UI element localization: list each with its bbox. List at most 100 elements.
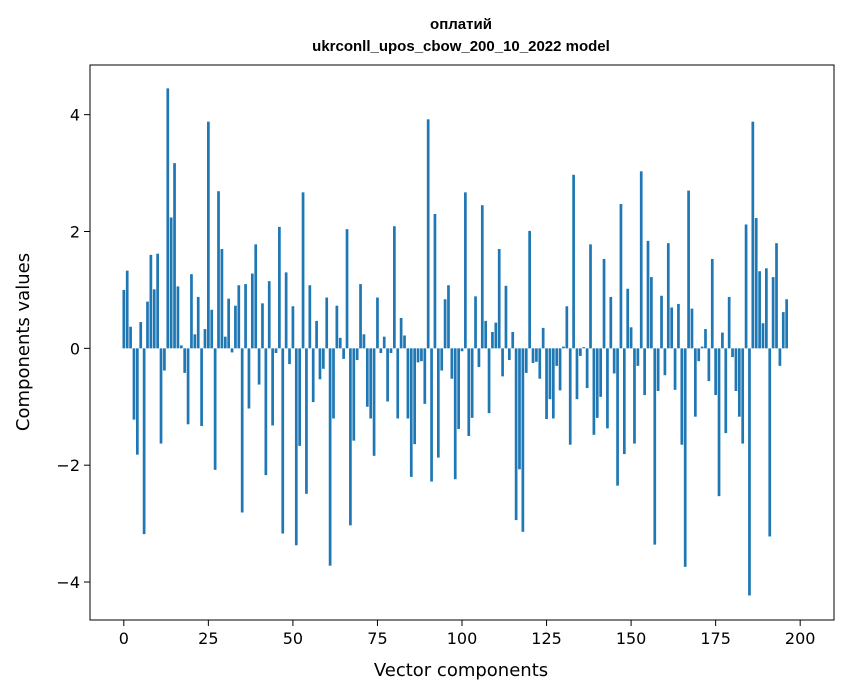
bar-90 <box>426 119 430 349</box>
bar-68 <box>352 348 356 441</box>
bar-126 <box>548 348 552 400</box>
bar-62 <box>332 348 335 419</box>
bar-0 <box>122 289 126 349</box>
bar-109 <box>491 331 494 349</box>
bar-103 <box>470 348 474 418</box>
bar-61 <box>328 348 332 566</box>
bar-105 <box>477 348 481 368</box>
bar-35 <box>240 348 244 513</box>
bar-149 <box>626 288 630 349</box>
bar-169 <box>693 348 697 417</box>
bar-60 <box>325 297 329 349</box>
bar-34 <box>237 285 241 349</box>
bar-12 <box>163 348 166 371</box>
bar-136 <box>582 347 586 349</box>
y-tick-label: −2 <box>56 456 80 475</box>
bar-85 <box>409 348 413 477</box>
bar-72 <box>365 348 369 407</box>
bar-184 <box>744 224 748 349</box>
bar-193 <box>775 243 778 349</box>
bar-163 <box>673 348 677 390</box>
plot-frame <box>89 64 835 621</box>
bar-157 <box>653 348 657 545</box>
bar-147 <box>619 204 623 349</box>
bar-95 <box>443 299 447 349</box>
bar-171 <box>700 346 704 349</box>
bar-144 <box>609 296 613 349</box>
bar-111 <box>497 249 501 349</box>
bar-8 <box>149 254 153 349</box>
bar-129 <box>558 348 562 391</box>
bar-71 <box>362 334 366 349</box>
bar-13 <box>166 88 170 349</box>
chart-title: оплатий <box>430 16 492 33</box>
bar-65 <box>342 348 345 359</box>
bar-123 <box>538 348 542 379</box>
bar-16 <box>176 286 180 349</box>
x-tick-label: 200 <box>785 629 816 648</box>
bar-56 <box>311 348 315 403</box>
x-axis-ticks: 0 25 50 75 100 125 150 175 200 <box>119 620 816 648</box>
bar-93 <box>436 348 440 458</box>
bar-119 <box>524 348 528 373</box>
bar-122 <box>535 348 538 362</box>
x-tick-label: 125 <box>531 629 562 648</box>
bar-5 <box>139 322 143 349</box>
bar-155 <box>646 240 650 349</box>
bar-180 <box>731 348 734 358</box>
bar-20 <box>190 274 193 349</box>
bar-49 <box>288 348 291 365</box>
bar-78 <box>386 348 389 402</box>
bar-153 <box>639 171 643 349</box>
bar-188 <box>758 271 761 349</box>
bar-138 <box>589 244 592 349</box>
y-tick-label: 0 <box>70 339 80 358</box>
bar-131 <box>565 306 569 349</box>
bar-154 <box>643 348 646 396</box>
bar-112 <box>501 348 504 377</box>
x-tick-label: 75 <box>367 629 387 648</box>
bar-66 <box>345 229 349 349</box>
bar-192 <box>771 277 775 349</box>
bar-52 <box>298 348 302 446</box>
bar-174 <box>710 258 714 349</box>
bar-54 <box>305 348 308 494</box>
bar-142 <box>602 258 606 349</box>
bar-82 <box>399 317 403 349</box>
bar-53 <box>301 192 305 349</box>
bar-86 <box>413 348 417 445</box>
bar-11 <box>159 348 163 444</box>
bar-37 <box>247 348 251 409</box>
bar-176 <box>717 348 721 497</box>
y-axis-label: Components values <box>13 253 34 431</box>
bar-110 <box>494 322 498 349</box>
bar-79 <box>389 348 393 354</box>
bar-21 <box>193 334 197 349</box>
bar-4 <box>135 348 139 455</box>
bar-151 <box>633 348 636 444</box>
bar-18 <box>183 348 187 373</box>
bar-172 <box>704 329 707 349</box>
bar-58 <box>318 348 322 380</box>
bar-24 <box>203 329 207 349</box>
bar-29 <box>220 249 224 349</box>
x-tick-label: 25 <box>198 629 218 648</box>
bar-134 <box>575 348 579 400</box>
bar-181 <box>734 348 738 391</box>
bar-152 <box>636 348 640 366</box>
bar-32 <box>230 348 234 353</box>
bar-128 <box>555 348 559 366</box>
bar-10 <box>156 253 159 349</box>
bar-55 <box>308 285 312 349</box>
bar-75 <box>376 297 379 349</box>
bar-108 <box>487 348 491 414</box>
bar-73 <box>369 348 373 419</box>
bar-191 <box>768 348 772 537</box>
bar-30 <box>223 336 227 349</box>
bar-104 <box>474 296 477 349</box>
bar-36 <box>244 284 247 349</box>
bar-146 <box>616 348 619 486</box>
y-tick-label: 4 <box>70 106 80 125</box>
x-tick-label: 175 <box>700 629 731 648</box>
bar-26 <box>210 309 214 349</box>
